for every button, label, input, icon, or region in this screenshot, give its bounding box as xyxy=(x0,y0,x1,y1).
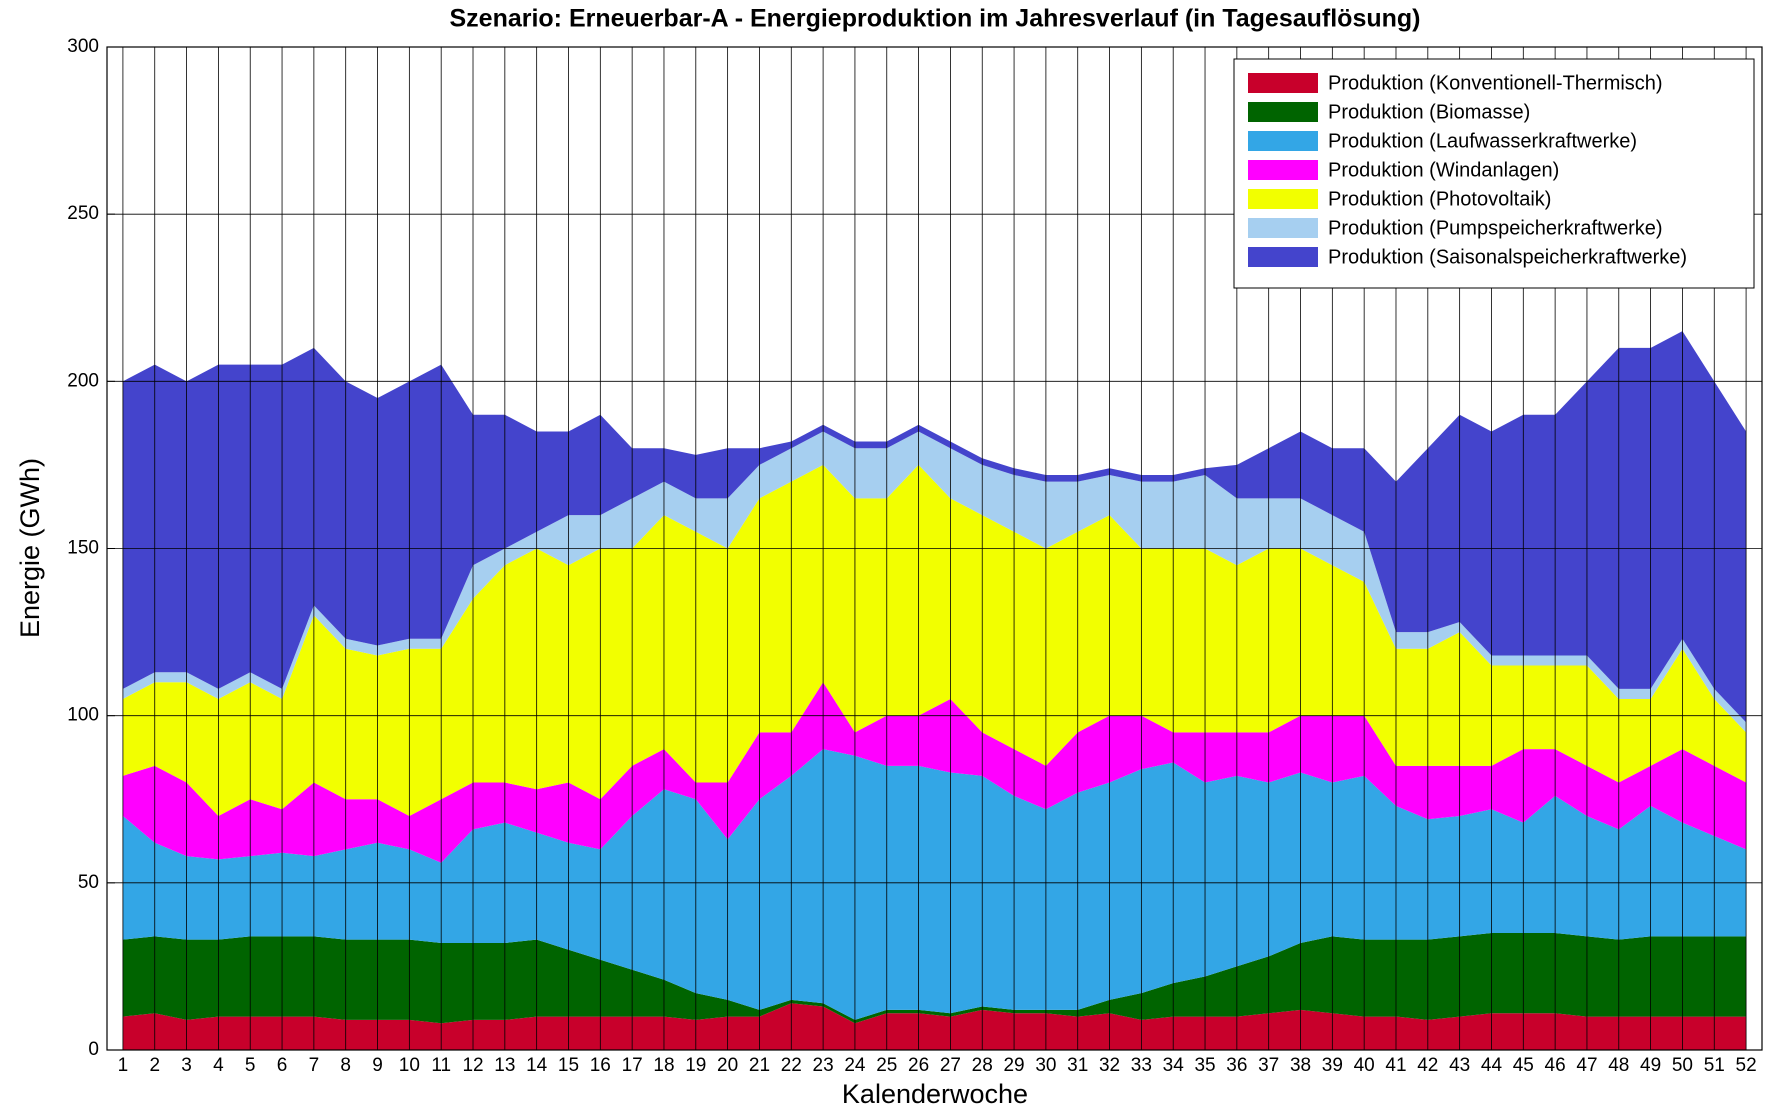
legend-swatch xyxy=(1248,131,1318,151)
legend-swatch xyxy=(1248,160,1318,180)
x-tick-label: 24 xyxy=(844,1055,866,1076)
legend-swatch xyxy=(1248,189,1318,209)
x-tick-label: 28 xyxy=(972,1055,993,1076)
x-tick-label: 39 xyxy=(1322,1055,1343,1076)
x-tick-label: 17 xyxy=(622,1055,643,1076)
x-tick-label: 46 xyxy=(1545,1055,1566,1076)
legend-swatch xyxy=(1248,218,1318,238)
x-tick-label: 31 xyxy=(1067,1055,1088,1076)
x-tick-label: 43 xyxy=(1449,1055,1470,1076)
x-tick-label: 42 xyxy=(1417,1055,1438,1076)
legend-swatch xyxy=(1248,73,1318,93)
x-tick-label: 1 xyxy=(118,1055,129,1076)
y-tick-label: 50 xyxy=(78,872,99,893)
x-tick-label: 15 xyxy=(558,1055,579,1076)
x-tick-label: 45 xyxy=(1513,1055,1534,1076)
x-tick-label: 7 xyxy=(309,1055,320,1076)
x-tick-label: 40 xyxy=(1354,1055,1375,1076)
x-tick-label: 52 xyxy=(1736,1055,1757,1076)
legend-box xyxy=(1233,58,1755,289)
x-tick-label: 9 xyxy=(372,1055,383,1076)
x-tick-label: 27 xyxy=(940,1055,961,1076)
chart-title: Szenario: Erneuerbar-A - Energieprodukti… xyxy=(449,5,1420,33)
legend-label: Produktion (Laufwasserkraftwerke) xyxy=(1328,130,1637,152)
x-tick-label: 47 xyxy=(1576,1055,1597,1076)
x-tick-label: 4 xyxy=(213,1055,224,1076)
x-tick-label: 41 xyxy=(1385,1055,1406,1076)
area xyxy=(122,682,1747,863)
x-tick-label: 22 xyxy=(781,1055,802,1076)
legend-label: Produktion (Windanlagen) xyxy=(1328,159,1559,181)
x-tick-label: 14 xyxy=(526,1055,548,1076)
area xyxy=(122,464,1747,816)
legend-label: Produktion (Biomasse) xyxy=(1328,101,1530,123)
x-tick-label: 2 xyxy=(149,1055,160,1076)
x-tick-label: 12 xyxy=(462,1055,483,1076)
x-tick-label: 10 xyxy=(399,1055,420,1076)
x-tick-label: 33 xyxy=(1131,1055,1152,1076)
x-tick-label: 13 xyxy=(494,1055,515,1076)
y-tick-label: 150 xyxy=(67,538,99,559)
legend-swatch xyxy=(1248,102,1318,122)
y-tick-label: 250 xyxy=(67,203,99,224)
x-tick-label: 23 xyxy=(813,1055,834,1076)
area xyxy=(122,331,1747,723)
x-tick-label: 29 xyxy=(1003,1055,1024,1076)
x-tick-label: 18 xyxy=(653,1055,674,1076)
y-tick-label: 0 xyxy=(88,1039,99,1060)
x-tick-label: 36 xyxy=(1226,1055,1247,1076)
legend-label: Produktion (Konventionell-Thermisch) xyxy=(1328,72,1663,94)
x-tick-label: 32 xyxy=(1099,1055,1120,1076)
x-tick-label: 44 xyxy=(1481,1055,1503,1076)
x-axis-label: Kalenderwoche xyxy=(842,1079,1028,1109)
x-tick-label: 51 xyxy=(1704,1055,1725,1076)
x-tick-label: 50 xyxy=(1672,1055,1693,1076)
y-axis-label: Energie (GWh) xyxy=(15,458,45,638)
area xyxy=(122,1003,1747,1050)
x-tick-label: 49 xyxy=(1640,1055,1661,1076)
x-tick-label: 3 xyxy=(181,1055,192,1076)
legend-label: Produktion (Photovoltaik) xyxy=(1328,188,1551,210)
x-tick-label: 16 xyxy=(590,1055,611,1076)
area xyxy=(122,932,1747,1024)
x-tick-label: 19 xyxy=(685,1055,706,1076)
x-tick-label: 38 xyxy=(1290,1055,1311,1076)
x-tick-label: 37 xyxy=(1258,1055,1279,1076)
x-tick-label: 6 xyxy=(277,1055,288,1076)
y-tick-label: 200 xyxy=(67,370,99,391)
area xyxy=(122,749,1747,1020)
x-tick-label: 48 xyxy=(1608,1055,1629,1076)
x-tick-label: 30 xyxy=(1035,1055,1056,1076)
x-tick-label: 35 xyxy=(1194,1055,1215,1076)
x-tick-label: 25 xyxy=(876,1055,897,1076)
legend-label: Produktion (Saisonalspeicherkraftwerke) xyxy=(1328,246,1687,268)
y-tick-label: 100 xyxy=(67,705,99,726)
areas xyxy=(122,331,1747,1050)
x-tick-label: 34 xyxy=(1163,1055,1185,1076)
x-tick-label: 26 xyxy=(908,1055,929,1076)
x-tick-label: 11 xyxy=(431,1055,451,1076)
legend-swatch xyxy=(1248,247,1318,267)
legend-label: Produktion (Pumpspeicherkraftwerke) xyxy=(1328,217,1663,239)
x-tick-label: 21 xyxy=(749,1055,770,1076)
x-tick-label: 20 xyxy=(717,1055,738,1076)
y-tick-label: 300 xyxy=(67,36,99,57)
plot-frame xyxy=(106,46,1763,1051)
x-tick-label: 5 xyxy=(245,1055,256,1076)
x-tick-label: 8 xyxy=(340,1055,351,1076)
